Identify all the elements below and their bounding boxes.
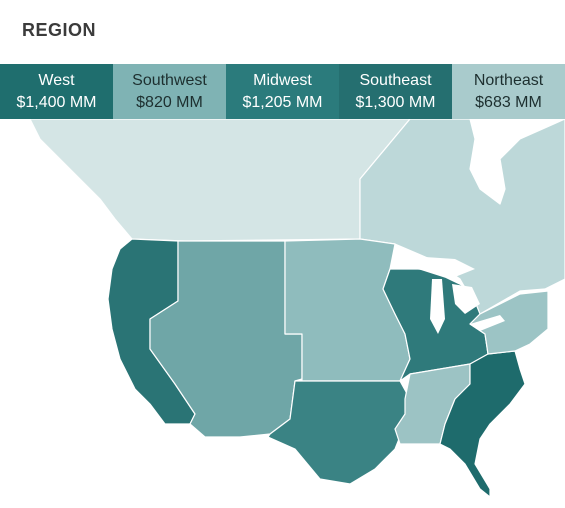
- region-value: $1,400 MM: [16, 93, 97, 111]
- map-lake-huron: [452, 284, 480, 314]
- map-lake-michigan: [430, 279, 445, 334]
- region-tile-southwest[interactable]: Southwest $820 MM: [113, 64, 226, 119]
- map-canada-west: [29, 119, 411, 242]
- region-name: West: [38, 71, 75, 89]
- region-tile-northeast[interactable]: Northeast $683 MM: [452, 64, 565, 119]
- map-lake-superior: [398, 257, 475, 277]
- map-lake-erie: [470, 315, 505, 331]
- region-value: $1,205 MM: [242, 93, 323, 111]
- region-name: Midwest: [253, 71, 312, 89]
- region-tile-southeast[interactable]: Southeast $1,300 MM: [339, 64, 452, 119]
- map-region-plains: [284, 238, 411, 382]
- region-name: Southeast: [359, 71, 432, 89]
- region-name: Northeast: [473, 71, 544, 89]
- region-tile-midwest[interactable]: Midwest $1,205 MM: [226, 64, 339, 119]
- region-name: Southwest: [132, 71, 207, 89]
- map-canada-east: [359, 119, 565, 315]
- region-value: $1,300 MM: [355, 93, 436, 111]
- region-tile-west[interactable]: West $1,400 MM: [0, 64, 113, 119]
- region-map: [0, 119, 565, 508]
- region-tiles: West $1,400 MM Southwest $820 MM Midwest…: [0, 64, 565, 119]
- page-title: REGION: [22, 20, 97, 40]
- region-value: $820 MM: [136, 93, 203, 111]
- region-value: $683 MM: [475, 93, 542, 111]
- map-svg: [29, 119, 565, 498]
- map-region-southeast: [439, 350, 526, 498]
